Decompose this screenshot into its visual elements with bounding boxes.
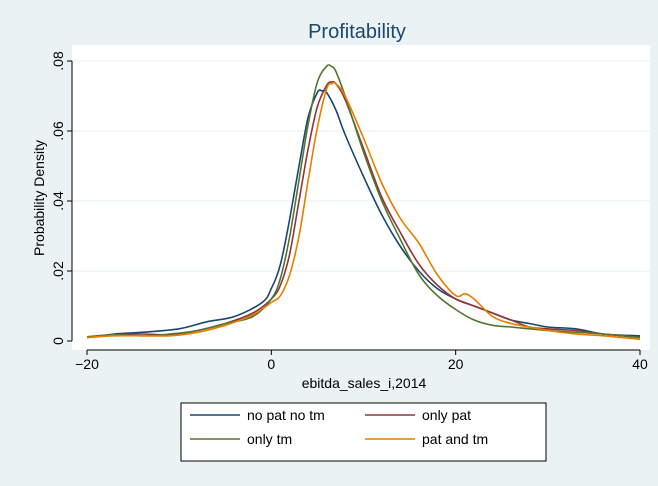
x-tick-label: 0 (267, 356, 275, 372)
legend-box (180, 402, 547, 462)
series-line-2 (86, 64, 641, 339)
axes: 0 .02 .04 .06 .08 −20 0 20 40 (50, 51, 648, 372)
y-tick-label: .04 (50, 191, 66, 211)
legend-label: only tm (247, 431, 292, 447)
y-axis-label: Probability Density (31, 140, 47, 256)
legend: no pat no tm only pat only tm pat and tm (180, 402, 547, 462)
plot-area (72, 45, 650, 350)
series-line-3 (86, 81, 641, 341)
y-tick-label: .08 (50, 51, 66, 71)
y-tick-label: 0 (50, 337, 66, 345)
x-tick-label: 40 (632, 356, 648, 372)
x-tick-label: 20 (448, 356, 464, 372)
y-tick-label: .06 (50, 121, 66, 141)
x-tick-label: −20 (75, 356, 99, 372)
x-axis-label: ebitda_sales_i,2014 (302, 375, 427, 391)
legend-label: pat and tm (422, 431, 488, 447)
y-tick-label: .02 (50, 261, 66, 281)
chart-title: Profitability (308, 21, 406, 43)
legend-label: only pat (422, 407, 471, 423)
series-lines (86, 64, 641, 341)
legend-label: no pat no tm (247, 407, 325, 423)
